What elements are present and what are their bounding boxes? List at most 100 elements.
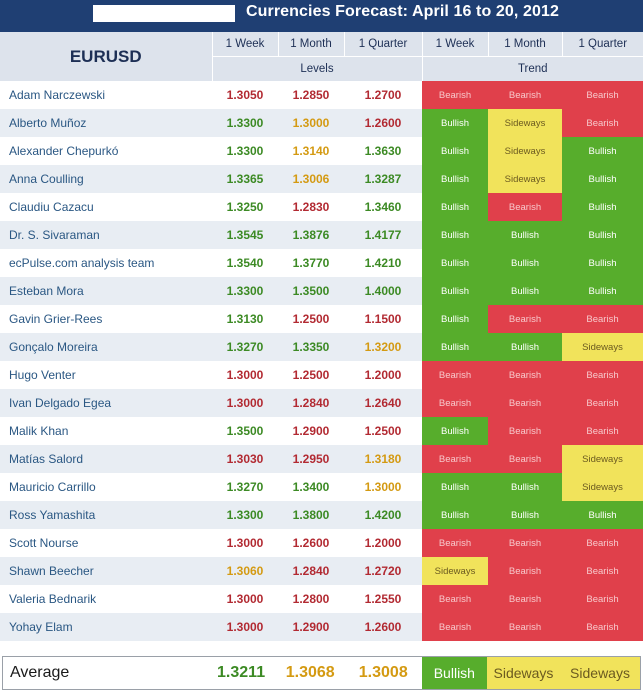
level-1-quarter: 1.4200 xyxy=(344,501,422,529)
level-1-quarter: 1.4177 xyxy=(344,221,422,249)
average-level-1-quarter: 1.3008 xyxy=(358,664,408,681)
trend-1-quarter: Bearish xyxy=(562,557,643,585)
level-1-month: 1.2800 xyxy=(278,585,344,613)
level-1-week: 1.3000 xyxy=(212,585,278,613)
trend-1-quarter: Bullish xyxy=(562,165,643,193)
level-1-month: 1.3770 xyxy=(278,249,344,277)
page-title: Currencies Forecast: April 16 to 20, 201… xyxy=(246,3,559,20)
trend-1-month: Bearish xyxy=(488,193,562,221)
level-1-month: 1.3500 xyxy=(278,277,344,305)
trend-1-month: Bearish xyxy=(488,613,562,641)
trend-1-week: Bearish xyxy=(422,81,488,109)
level-1-quarter: 1.2550 xyxy=(344,585,422,613)
trend-1-month: Bullish xyxy=(488,473,562,501)
table-row: Valeria Bednarik 1.3000 1.2800 1.2550 Bearis… xyxy=(0,585,643,613)
analyst-name: Adam Narczewski xyxy=(0,81,212,109)
trend-1-week: Bearish xyxy=(422,613,488,641)
trend-1-quarter: Bearish xyxy=(562,361,643,389)
level-1-quarter: 1.3200 xyxy=(344,333,422,361)
level-1-quarter: 1.2600 xyxy=(344,109,422,137)
trend-1-month: Sideways xyxy=(488,165,562,193)
level-1-week: 1.3545 xyxy=(212,221,278,249)
trend-1-quarter: Bearish xyxy=(562,109,643,137)
analyst-name: Alexander Chepurkó xyxy=(0,137,212,165)
trend-1-month: Bullish xyxy=(488,249,562,277)
table-row: Yohay Elam 1.3000 1.2900 1.2600 Bearish Beari… xyxy=(0,613,643,641)
trend-1-quarter: Bullish xyxy=(562,249,643,277)
table-row: ecPulse.com analysis team 1.3540 1.3770 1.4… xyxy=(0,249,643,277)
level-1-month: 1.2830 xyxy=(278,193,344,221)
analyst-name: Scott Nourse xyxy=(0,529,212,557)
trend-1-quarter: Bearish xyxy=(562,389,643,417)
level-1-month: 1.3006 xyxy=(278,165,344,193)
trend-1-month: Bearish xyxy=(488,529,562,557)
level-1-month: 1.3400 xyxy=(278,473,344,501)
table-row: Hugo Venter 1.3000 1.2500 1.2000 Bearish Bear… xyxy=(0,361,643,389)
level-1-month: 1.2500 xyxy=(278,305,344,333)
table-row: Shawn Beecher 1.3060 1.2840 1.2720 Sideways B… xyxy=(0,557,643,585)
trend-1-quarter: Bearish xyxy=(562,585,643,613)
trend-1-quarter: Bullish xyxy=(562,221,643,249)
currency-pair-label: EURUSD xyxy=(0,32,212,81)
average-level-1-week: 1.3211 xyxy=(217,664,266,681)
level-1-quarter: 1.3180 xyxy=(344,445,422,473)
level-1-month: 1.3800 xyxy=(278,501,344,529)
level-1-week: 1.3300 xyxy=(212,277,278,305)
level-1-week: 1.3270 xyxy=(212,333,278,361)
level-1-quarter: 1.3460 xyxy=(344,193,422,221)
trend-1-quarter: Bearish xyxy=(562,529,643,557)
level-1-quarter: 1.2500 xyxy=(344,417,422,445)
level-1-month: 1.3000 xyxy=(278,109,344,137)
level-1-month: 1.2840 xyxy=(278,557,344,585)
header-trend-1-week: 1 Week xyxy=(421,32,488,57)
level-1-month: 1.2950 xyxy=(278,445,344,473)
level-1-month: 1.3876 xyxy=(278,221,344,249)
level-1-week: 1.3060 xyxy=(212,557,278,585)
level-1-month: 1.3140 xyxy=(278,137,344,165)
table-row: Dr. S. Sivaraman 1.3545 1.3876 1.4177 Bullis… xyxy=(0,221,643,249)
level-1-week: 1.3000 xyxy=(212,613,278,641)
table-spacer xyxy=(0,641,643,654)
trend-1-week: Bullish xyxy=(422,305,488,333)
level-1-month: 1.2900 xyxy=(278,613,344,641)
average-label: Average xyxy=(10,664,70,681)
analyst-name: Gavin Grier-Rees xyxy=(0,305,212,333)
level-1-quarter: 1.4210 xyxy=(344,249,422,277)
trend-group-header: Trend xyxy=(421,56,643,81)
header-levels-1-week: 1 Week xyxy=(211,32,278,57)
trend-1-quarter: Bullish xyxy=(562,193,643,221)
analyst-name: Valeria Bednarik xyxy=(0,585,212,613)
trend-1-month: Bullish xyxy=(488,501,562,529)
average-level-1-month: 1.3068 xyxy=(285,664,335,681)
level-1-week: 1.3540 xyxy=(212,249,278,277)
level-1-week: 1.3300 xyxy=(212,501,278,529)
trend-1-week: Sideways xyxy=(422,557,488,585)
level-1-week: 1.3365 xyxy=(212,165,278,193)
level-1-quarter: 1.2720 xyxy=(344,557,422,585)
trend-1-quarter: Bearish xyxy=(562,305,643,333)
analyst-name: Esteban Mora xyxy=(0,277,212,305)
header-levels-1-month: 1 Month xyxy=(277,32,344,57)
table-row: Ross Yamashita 1.3300 1.3800 1.4200 Bullish B… xyxy=(0,501,643,529)
analyst-name: Claudiu Cazacu xyxy=(0,193,212,221)
trend-1-quarter: Bullish xyxy=(562,277,643,305)
analyst-name: Anna Coulling xyxy=(0,165,212,193)
level-1-month: 1.2900 xyxy=(278,417,344,445)
average-trend-1-month: Sideways xyxy=(486,657,561,689)
trend-1-month: Bearish xyxy=(488,557,562,585)
title-bar: Currencies Forecast: April 16 to 20, 201… xyxy=(0,0,643,32)
level-1-week: 1.3300 xyxy=(212,137,278,165)
level-1-month: 1.2850 xyxy=(278,81,344,109)
trend-1-month: Bearish xyxy=(488,361,562,389)
level-1-week: 1.3000 xyxy=(212,361,278,389)
trend-1-quarter: Sideways xyxy=(562,473,643,501)
levels-group-header: Levels xyxy=(211,56,422,81)
level-1-week: 1.3050 xyxy=(212,81,278,109)
table-row: Adam Narczewski 1.3050 1.2850 1.2700 Bearish… xyxy=(0,81,643,109)
trend-1-month: Bearish xyxy=(488,585,562,613)
level-1-month: 1.2600 xyxy=(278,529,344,557)
trend-1-week: Bearish xyxy=(422,585,488,613)
average-trend-1-week: Bullish xyxy=(421,657,487,689)
table-row: Anna Coulling 1.3365 1.3006 1.3287 Bullish Si… xyxy=(0,165,643,193)
trend-1-month: Bearish xyxy=(488,417,562,445)
